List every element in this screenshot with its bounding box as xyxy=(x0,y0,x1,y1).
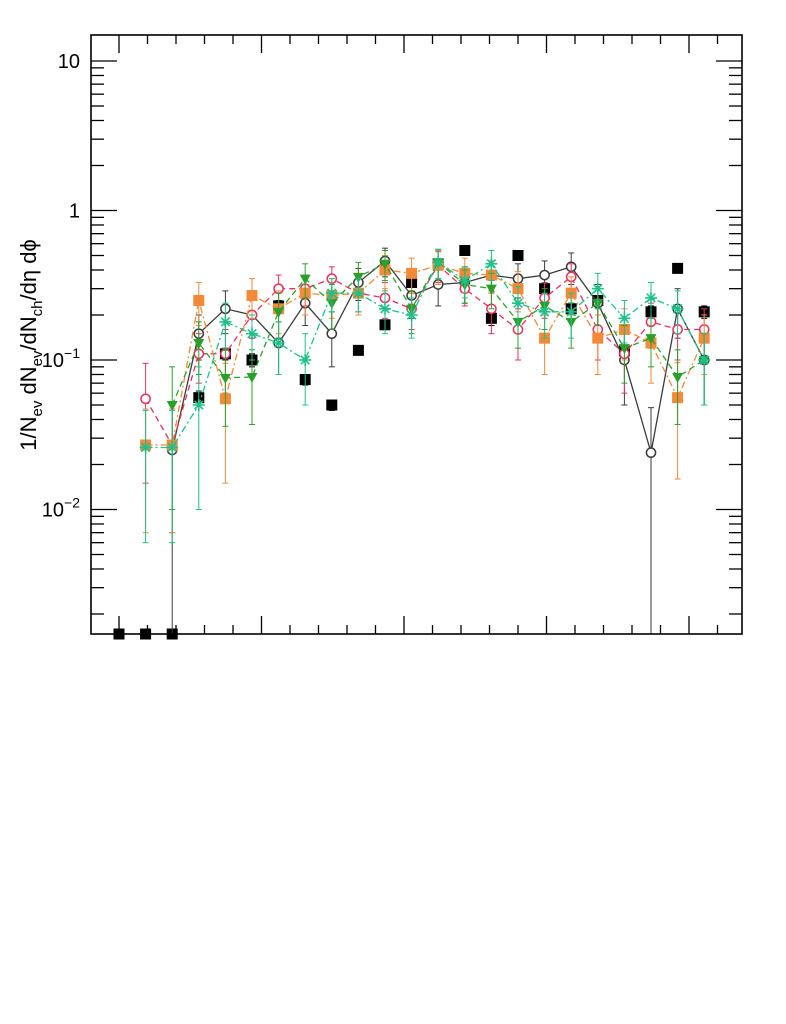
data-point-ray xyxy=(677,303,683,310)
data-point-ray xyxy=(517,298,523,304)
data-point-ray xyxy=(703,355,710,361)
data-point xyxy=(299,274,311,285)
data-point-ray xyxy=(304,355,311,361)
y-tick-label: 10−2 xyxy=(42,495,80,522)
data-point xyxy=(539,269,550,281)
data-point xyxy=(352,272,364,283)
data-point-ray xyxy=(570,307,577,313)
y-axis-title-text: 1/Nev dNev/dNch/dη dϕ xyxy=(16,239,46,451)
data-point xyxy=(459,245,471,257)
data-point xyxy=(273,307,285,318)
series-5 xyxy=(139,248,711,544)
data-point xyxy=(140,393,151,405)
data-point xyxy=(193,338,205,349)
data-point xyxy=(618,344,630,355)
data-point-ray xyxy=(198,400,204,406)
data-point-ray xyxy=(437,257,444,263)
y-tick-label: 10−1 xyxy=(42,345,80,372)
axes: 10 1 10−1 10−2 xyxy=(42,35,742,634)
series-2 xyxy=(140,251,710,534)
series-line xyxy=(171,261,705,406)
data-point xyxy=(485,284,497,295)
data-point-ray xyxy=(490,258,497,265)
y-tick-label: 10 xyxy=(58,51,80,73)
data-point-ray xyxy=(464,275,470,282)
data-point xyxy=(352,344,364,356)
series-line xyxy=(145,264,705,447)
data-point xyxy=(246,372,258,383)
y-tick-label: 1 xyxy=(69,201,80,223)
data-point-ray xyxy=(251,328,257,335)
data-point-ray xyxy=(331,288,337,294)
data-point-ray xyxy=(411,310,417,316)
data-point xyxy=(672,262,684,274)
y-axis-title: 1/Nev dNev/dNch/dη dϕ xyxy=(16,239,46,451)
data-point-ray xyxy=(597,283,603,290)
data-point-ray xyxy=(544,307,550,313)
data-point-ray xyxy=(384,303,390,310)
data-point xyxy=(645,334,657,345)
data-point xyxy=(193,295,205,307)
data-point xyxy=(379,259,391,270)
data-point-ray xyxy=(224,317,231,323)
data-point xyxy=(246,290,258,302)
data-point xyxy=(326,328,338,340)
data-point-ray xyxy=(650,293,656,299)
data-point-ray xyxy=(171,442,178,449)
series-line xyxy=(145,261,705,449)
data-point xyxy=(512,250,524,262)
data-point xyxy=(592,332,604,344)
data-point-ray xyxy=(357,288,364,294)
data-point xyxy=(166,401,178,412)
data-point-ray xyxy=(623,313,630,319)
data-point xyxy=(645,447,657,459)
data-point xyxy=(326,399,338,411)
series-layer xyxy=(113,245,711,640)
series-line xyxy=(145,264,705,446)
data-point-ray xyxy=(145,442,151,449)
plot-frame xyxy=(90,34,743,635)
data-point xyxy=(219,373,231,384)
data-point xyxy=(406,267,418,279)
data-point xyxy=(672,372,684,383)
data-point-ray xyxy=(278,338,284,344)
